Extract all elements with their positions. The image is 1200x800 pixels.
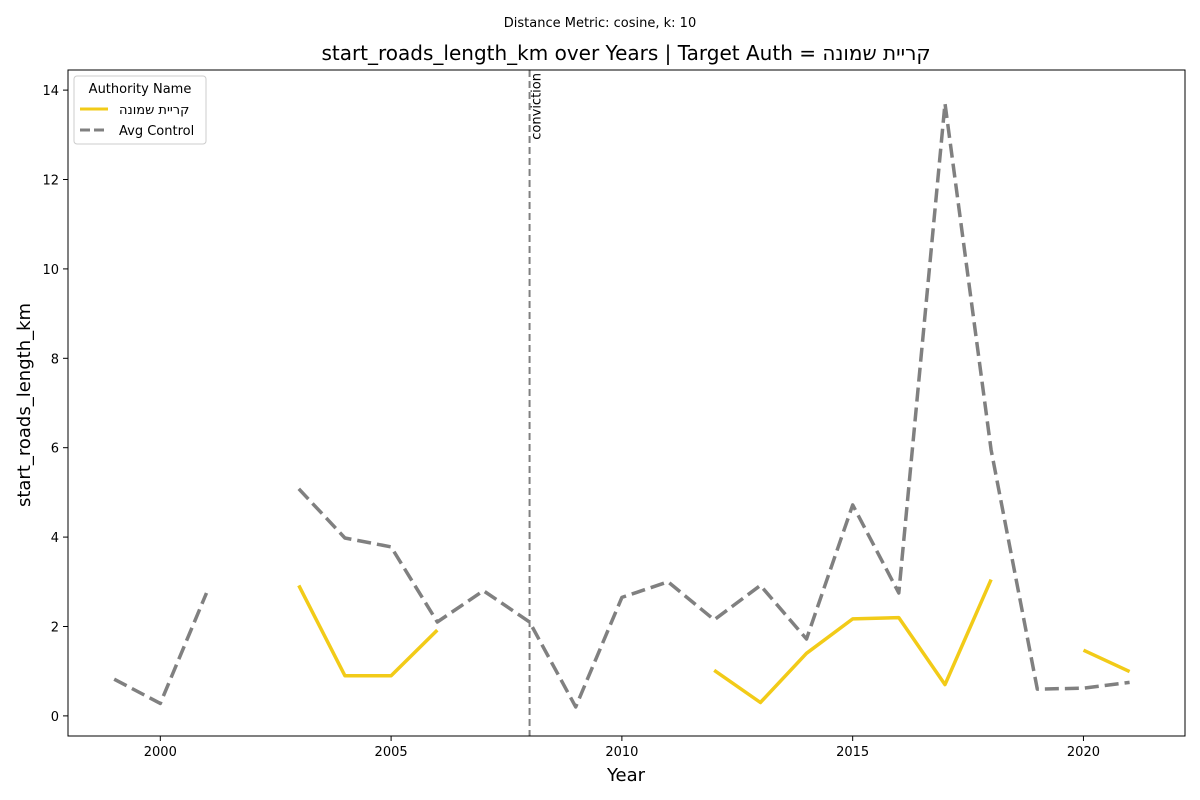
series-line-avg-control [297, 101, 1130, 709]
legend: Authority Name קריית שמונה Avg Control [73, 75, 207, 145]
y-tick-label: 8 [51, 352, 59, 367]
x-tick-label: 2010 [605, 745, 638, 760]
y-axis-ticks: 0 2 4 6 8 10 12 14 [42, 84, 68, 725]
conviction-label: conviction [530, 73, 545, 140]
y-tick-label: 12 [42, 174, 59, 189]
y-tick-label: 6 [51, 442, 59, 457]
legend-label-avg-control: Avg Control [119, 124, 194, 139]
legend-box [73, 75, 207, 145]
plot-frame [67, 69, 1186, 737]
y-tick-label: 2 [51, 620, 59, 635]
series-line-target [297, 584, 439, 678]
series-line-target [713, 578, 993, 705]
x-axis-label: Year [606, 765, 646, 786]
annotation-layer: conviction [528, 70, 545, 736]
x-tick-label: 2015 [836, 745, 869, 760]
legend-title: Authority Name [89, 82, 192, 97]
legend-label-target: קריית שמונה [119, 103, 189, 118]
chart-title: start_roads_length_km over Years | Targe… [321, 41, 930, 65]
plot-area [68, 70, 1185, 736]
y-axis-label: start_roads_length_km [14, 303, 35, 507]
series-line-avg-control [113, 592, 209, 706]
y-tick-label: 14 [42, 84, 59, 99]
x-tick-label: 2000 [144, 745, 177, 760]
y-tick-label: 0 [51, 710, 59, 725]
x-tick-label: 2020 [1067, 745, 1100, 760]
x-tick-label: 2005 [375, 745, 408, 760]
x-axis-ticks: 2000 2005 2010 2015 2020 [144, 736, 1100, 760]
chart-suptitle: Distance Metric: cosine, k: 10 [504, 16, 696, 31]
y-tick-label: 4 [51, 531, 59, 546]
y-tick-label: 10 [42, 263, 59, 278]
series-line-target [1082, 648, 1131, 674]
series-layer [113, 101, 1131, 709]
